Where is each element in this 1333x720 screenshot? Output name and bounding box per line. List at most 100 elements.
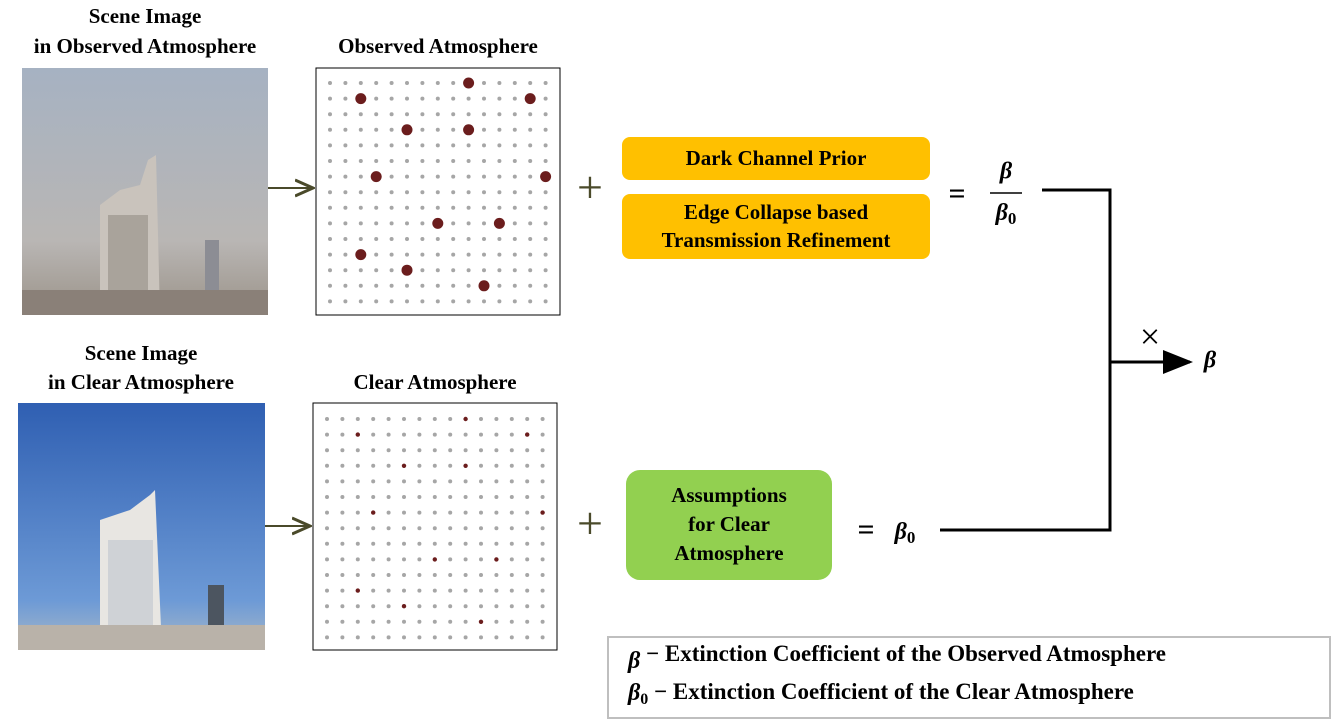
dot <box>387 573 391 577</box>
dot <box>544 81 548 85</box>
dot <box>374 221 378 225</box>
description: − Extinction Coefficient of the Clear At… <box>648 679 1134 704</box>
dot <box>497 175 501 179</box>
dot <box>528 143 532 147</box>
dot <box>451 206 455 210</box>
dot <box>525 495 529 499</box>
dot <box>464 589 468 593</box>
dot <box>482 112 486 116</box>
dot <box>417 604 421 608</box>
particle <box>371 510 375 514</box>
dot <box>356 542 360 546</box>
dot <box>436 237 440 241</box>
dot <box>402 557 406 561</box>
dot <box>402 573 406 577</box>
dot <box>513 206 517 210</box>
dot <box>387 511 391 515</box>
dot <box>343 81 347 85</box>
dot <box>482 159 486 163</box>
dot <box>451 253 455 257</box>
particle <box>433 557 437 561</box>
dot <box>541 557 545 561</box>
dot <box>343 206 347 210</box>
dot <box>528 299 532 303</box>
dot <box>525 542 529 546</box>
dot <box>451 221 455 225</box>
dot <box>433 433 437 437</box>
dot <box>448 635 452 639</box>
dot <box>497 299 501 303</box>
dot <box>371 557 375 561</box>
particle <box>402 265 413 276</box>
dot <box>525 511 529 515</box>
particle <box>463 78 474 89</box>
dot <box>479 542 483 546</box>
dot <box>340 433 344 437</box>
denominator: β0 <box>995 200 1017 228</box>
dot <box>328 143 332 147</box>
dot <box>513 159 517 163</box>
dot <box>482 97 486 101</box>
dot <box>343 175 347 179</box>
dot <box>510 573 514 577</box>
dot <box>448 495 452 499</box>
dot <box>390 112 394 116</box>
dot <box>328 190 332 194</box>
dot <box>420 221 424 225</box>
dot <box>528 268 532 272</box>
dot <box>340 479 344 483</box>
dot <box>359 299 363 303</box>
dot <box>343 112 347 116</box>
dot <box>494 542 498 546</box>
dot <box>448 604 452 608</box>
clear-photo <box>18 403 265 650</box>
dot <box>544 206 548 210</box>
dot <box>528 253 532 257</box>
dot <box>467 268 471 272</box>
dot <box>544 159 548 163</box>
numerator: β <box>999 159 1013 185</box>
particle <box>540 171 551 182</box>
equals: = <box>857 513 874 546</box>
dot <box>541 464 545 468</box>
dot <box>451 159 455 163</box>
dot <box>374 159 378 163</box>
dot <box>356 495 360 499</box>
dot <box>451 190 455 194</box>
particle <box>356 432 360 436</box>
method-label: Dark Channel Prior <box>686 146 867 170</box>
dot <box>325 464 329 468</box>
photo-label: in Clear Atmosphere <box>48 370 234 394</box>
dot <box>433 417 437 421</box>
dot <box>541 542 545 546</box>
dot <box>513 299 517 303</box>
dot <box>417 557 421 561</box>
dot <box>451 268 455 272</box>
dot <box>494 495 498 499</box>
grid-title: Observed Atmosphere <box>338 34 538 58</box>
dot <box>420 81 424 85</box>
symbol: β <box>627 680 641 706</box>
dot <box>343 159 347 163</box>
dot <box>513 221 517 225</box>
dot <box>436 81 440 85</box>
dot <box>482 253 486 257</box>
dot <box>479 635 483 639</box>
dot <box>402 417 406 421</box>
dot <box>328 128 332 132</box>
dot <box>356 604 360 608</box>
dot <box>497 253 501 257</box>
dot <box>371 495 375 499</box>
subscript: 0 <box>1008 209 1017 228</box>
dot <box>405 299 409 303</box>
dot <box>479 433 483 437</box>
dot <box>405 253 409 257</box>
dot <box>417 573 421 577</box>
dot <box>436 284 440 288</box>
dot <box>340 620 344 624</box>
particle <box>402 124 413 135</box>
dot <box>464 433 468 437</box>
dot <box>402 448 406 452</box>
dot <box>464 495 468 499</box>
dot <box>482 237 486 241</box>
